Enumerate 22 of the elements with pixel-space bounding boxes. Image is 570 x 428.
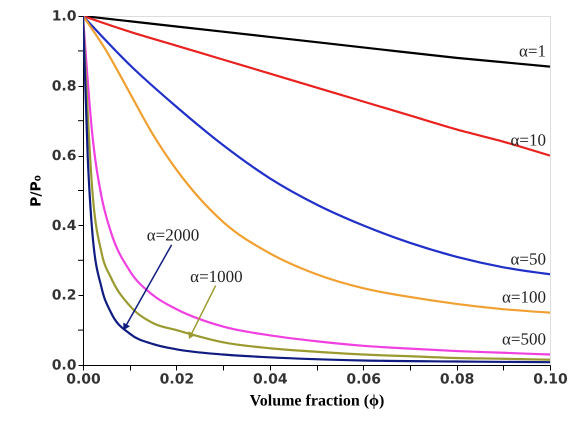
y-tick-label: 1.0 bbox=[52, 8, 77, 24]
series-label: α=10 bbox=[510, 130, 546, 150]
x-axis-title: Volume fraction (ϕ) bbox=[250, 392, 384, 410]
x-tick-label: 0.02 bbox=[160, 372, 194, 388]
series-label: α=1 bbox=[519, 42, 546, 61]
series-label: α=500 bbox=[502, 330, 546, 349]
x-tick-label: 0.04 bbox=[253, 372, 288, 388]
y-tick-label: 0.2 bbox=[52, 288, 76, 304]
x-tick-label: 0.08 bbox=[440, 372, 474, 388]
y-axis-title: P/P₀ bbox=[28, 175, 45, 207]
line-series bbox=[83, 16, 550, 157]
series-label: α=50 bbox=[510, 249, 546, 268]
y-tick-label: 0.4 bbox=[52, 218, 77, 234]
y-tick-label: 0.0 bbox=[52, 358, 77, 374]
x-tick-label: 0.00 bbox=[66, 372, 102, 388]
annotation: α=1000 bbox=[190, 267, 243, 286]
annotation: α=2000 bbox=[146, 225, 200, 244]
y-tick-label: 0.8 bbox=[52, 78, 76, 94]
series-label: α=100 bbox=[502, 288, 546, 307]
y-tick-label: 0.6 bbox=[52, 148, 76, 164]
x-tick-label: 0.06 bbox=[346, 372, 381, 388]
x-tick-label: 0.10 bbox=[533, 372, 568, 388]
